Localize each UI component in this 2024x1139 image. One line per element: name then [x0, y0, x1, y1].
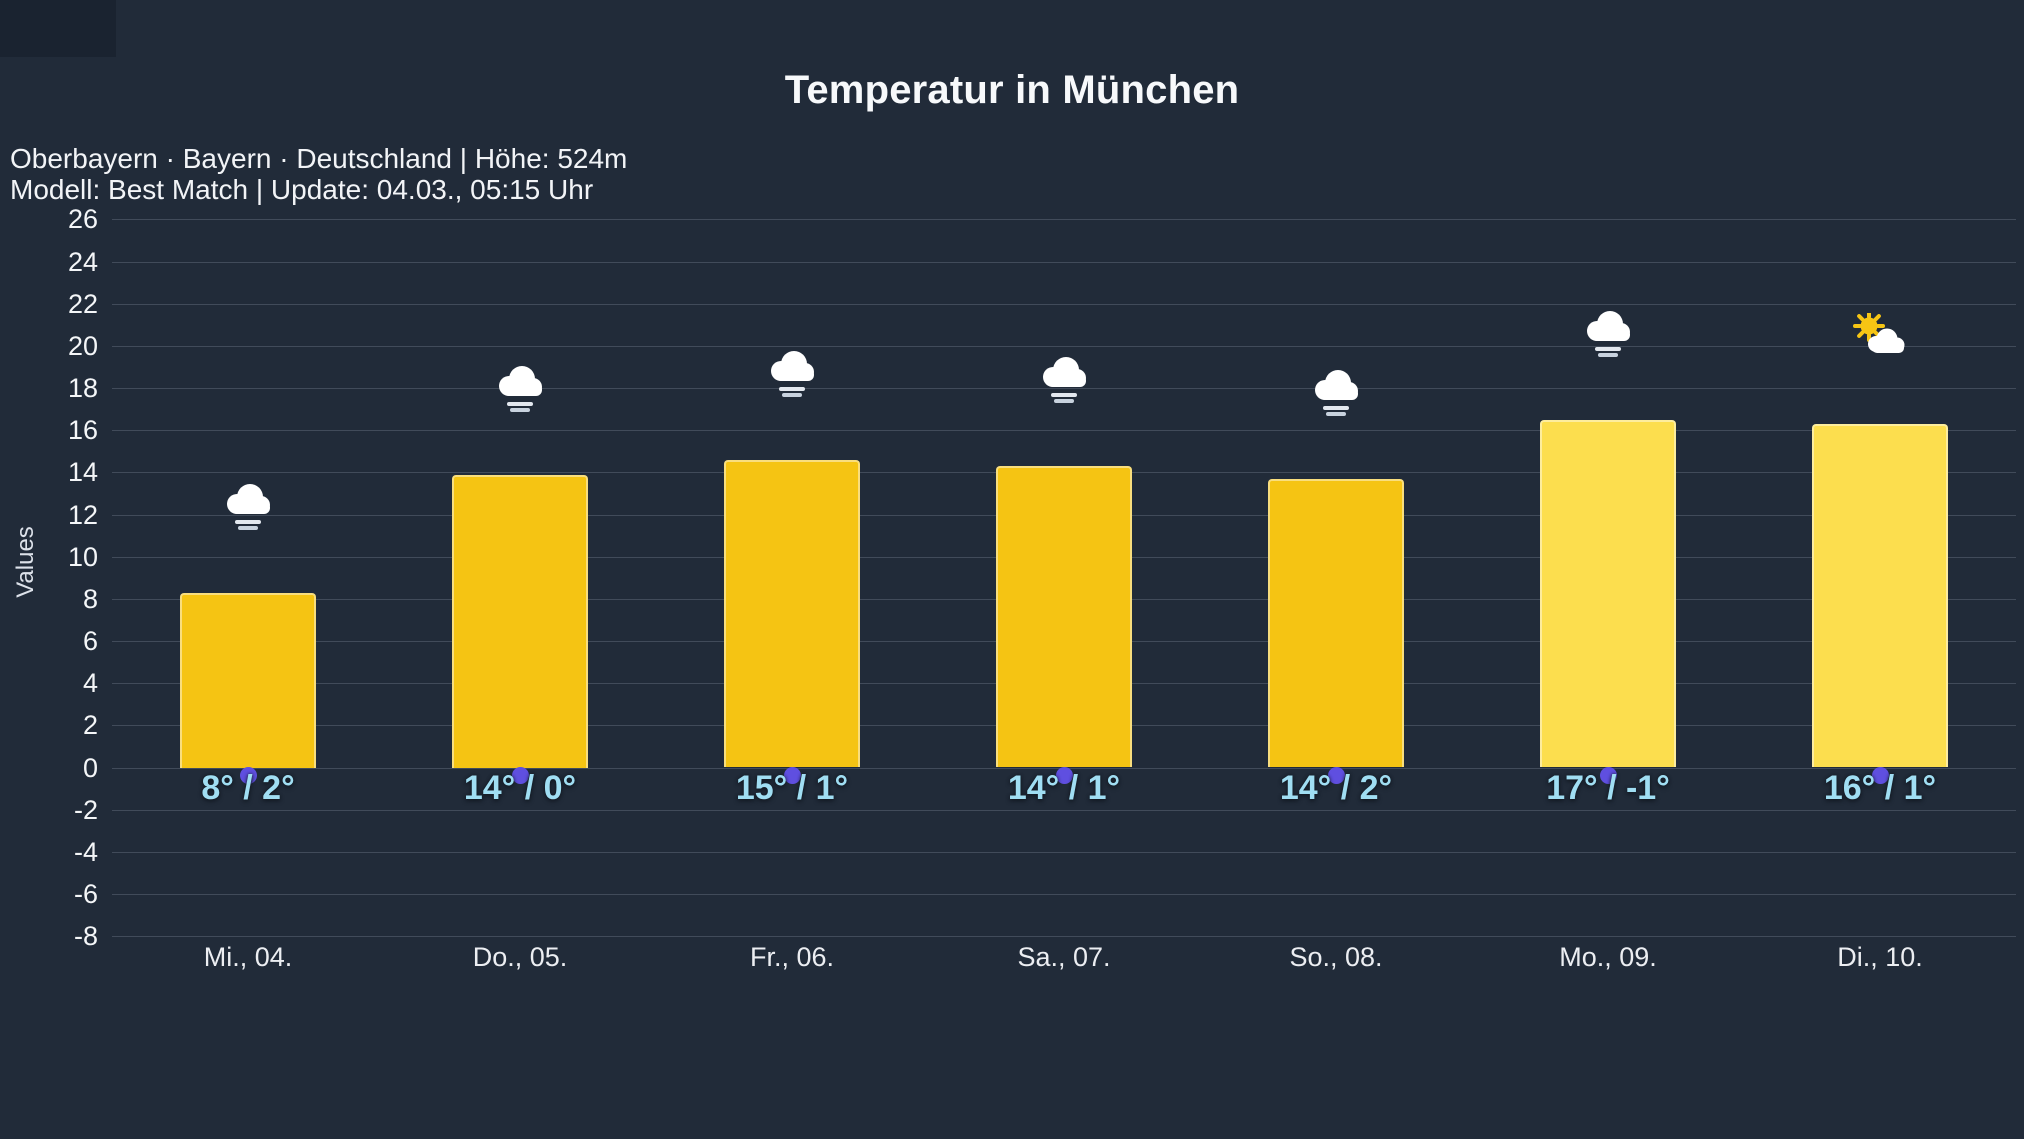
temperature-max-min-label: 8° / 2° — [201, 768, 295, 807]
y-axis-tick-label: -6 — [73, 879, 98, 909]
y-axis-tick-label: 22 — [67, 288, 98, 319]
x-axis-day-label: Mo., 09. — [1559, 942, 1657, 972]
gridline — [112, 894, 2016, 895]
corner-patch — [0, 0, 116, 57]
fog-icon — [220, 482, 276, 530]
precipitation-marker — [1599, 766, 1617, 784]
gridline — [112, 851, 2016, 853]
precipitation-marker — [1055, 766, 1073, 784]
y-axis-tick-label: -8 — [73, 921, 98, 952]
y-axis-tick-label: -4 — [73, 836, 98, 867]
gridline — [112, 936, 2016, 938]
gridline — [112, 219, 2016, 221]
y-axis-tick-label: 20 — [67, 330, 98, 361]
precipitation-marker — [1871, 766, 1889, 784]
y-axis-tick-label: 26 — [67, 204, 98, 235]
precipitation-marker — [783, 766, 801, 784]
temperature-max-min-label: 17° / -1° — [1546, 768, 1670, 807]
temperature-max-min-label: 16° / 1° — [1823, 768, 1937, 807]
temperature-bar[interactable] — [724, 459, 860, 768]
gridline — [112, 303, 2016, 305]
y-axis-tick-label: -2 — [73, 794, 98, 825]
temperature-bar[interactable] — [1812, 423, 1948, 768]
temperature-max-min-label: 14° / 1° — [1007, 768, 1121, 807]
temperature-max-min-label: 14° / 2° — [1279, 768, 1393, 807]
y-axis-tick-label: 2 — [82, 710, 98, 741]
y-axis-tick-label: 10 — [67, 541, 98, 572]
gridline — [112, 261, 2016, 263]
temperature-bar[interactable] — [452, 474, 588, 768]
temperature-bar[interactable] — [1268, 478, 1404, 768]
temperature-bar[interactable] — [180, 592, 316, 768]
fog-icon — [764, 349, 820, 397]
x-axis-day-label: Mi., 04. — [203, 942, 293, 972]
location-subtitle: Oberbayern · Bayern · Deutschland | Höhe… — [10, 143, 628, 174]
y-axis-tick-label: 14 — [67, 457, 98, 488]
temperature-bar[interactable] — [996, 466, 1132, 768]
x-axis-day-label: Do., 05. — [472, 942, 568, 972]
temperature-max-min-label: 15° / 1° — [735, 768, 849, 807]
precipitation-marker — [511, 766, 529, 784]
sun-behind-cloud-icon — [1852, 309, 1908, 361]
y-axis-tick-label: 12 — [67, 499, 98, 530]
y-axis-tick-label: 18 — [67, 373, 98, 403]
fog-icon — [1036, 355, 1092, 403]
y-axis-tick-label: 0 — [82, 752, 98, 783]
gridline — [112, 430, 2016, 432]
x-axis-day-label: Fr., 06. — [749, 942, 835, 972]
gridline — [112, 809, 2016, 811]
precipitation-marker — [239, 766, 257, 784]
y-axis-tick-label: 24 — [67, 246, 98, 277]
model-update-subtitle: Modell: Best Match | Update: 04.03., 05:… — [10, 174, 594, 205]
temperature-bar[interactable] — [1540, 419, 1676, 768]
fog-icon — [492, 364, 548, 412]
fog-icon — [1580, 309, 1636, 357]
precipitation-marker — [1327, 766, 1345, 784]
x-axis-day-label: Di., 10. — [1837, 942, 1923, 972]
temperature-max-min-label: 14° / 0° — [463, 768, 577, 807]
y-axis-tick-label: 6 — [82, 626, 98, 656]
gridline — [112, 388, 2016, 389]
fog-icon — [1308, 368, 1364, 416]
x-axis-day-label: Sa., 07. — [1017, 942, 1111, 972]
x-axis-day-label: So., 08. — [1289, 942, 1383, 972]
y-axis-tick-label: 16 — [67, 415, 98, 446]
gridline — [112, 345, 2016, 347]
y-axis-tick-label: 4 — [82, 668, 98, 699]
y-axis-tick-label: 8 — [82, 583, 98, 614]
chart-title: Temperatur in München — [784, 68, 1240, 112]
